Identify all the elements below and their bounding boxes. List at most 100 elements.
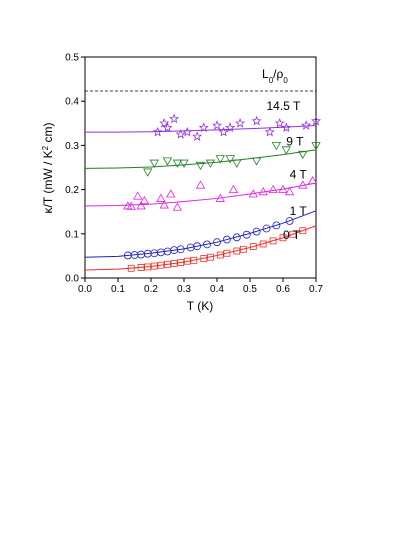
marker: [298, 180, 308, 189]
marker: [211, 120, 223, 130]
series-label: 9 T: [286, 134, 304, 148]
marker: [218, 126, 229, 137]
y-tick-label: 0.3: [65, 141, 79, 152]
marker: [162, 122, 173, 133]
marker: [133, 191, 143, 200]
marker: [136, 201, 146, 210]
y-label-part: cm): [41, 123, 55, 146]
marker: [232, 233, 241, 242]
marker: [200, 255, 208, 262]
x-tick-label: 0.6: [276, 284, 290, 295]
marker: [137, 263, 145, 271]
marker: [126, 201, 136, 210]
x-tick-label: 0.2: [144, 284, 158, 295]
marker: [175, 129, 186, 139]
marker: [190, 256, 198, 264]
marker: [193, 242, 202, 251]
marker: [308, 175, 318, 185]
y-label-part: κ/T (mW / K: [41, 150, 55, 213]
marker: [281, 146, 291, 155]
marker: [251, 157, 262, 166]
y-axis-label: κ/T (mW / K2 cm): [41, 123, 56, 214]
marker: [198, 122, 209, 133]
marker: [166, 189, 176, 198]
marker: [144, 263, 152, 271]
y-tick-label: 0.5: [65, 53, 79, 64]
marker: [271, 141, 282, 151]
y-tick-label: 0.2: [65, 185, 79, 196]
marker: [284, 187, 295, 196]
marker: [195, 180, 206, 189]
series-label: 0 T: [283, 228, 301, 242]
marker: [143, 168, 153, 177]
marker: [228, 184, 239, 194]
marker: [159, 200, 169, 209]
marker: [164, 260, 171, 268]
marker: [274, 117, 285, 128]
marker: [248, 189, 258, 198]
reference-label-part: /ρ: [273, 67, 283, 81]
marker: [269, 237, 277, 245]
marker: [172, 159, 183, 168]
marker: [239, 245, 247, 253]
marker: [310, 115, 322, 126]
marker: [272, 221, 281, 230]
marker: [206, 253, 214, 261]
x-tick-label: 0.7: [309, 284, 323, 295]
x-tick-label: 0.1: [111, 284, 125, 295]
marker: [222, 235, 231, 244]
marker: [176, 245, 185, 254]
marker: [149, 159, 159, 168]
x-tick-label: 0.4: [210, 284, 224, 295]
marker: [169, 113, 180, 124]
marker: [152, 126, 163, 137]
marker: [182, 126, 193, 137]
marker: [311, 141, 321, 151]
marker: [264, 126, 275, 137]
series-label: 1 T: [290, 204, 308, 218]
marker: [127, 264, 135, 272]
marker: [251, 115, 262, 126]
marker: [233, 247, 241, 255]
marker: [215, 155, 225, 164]
marker: [205, 159, 216, 168]
marker: [203, 240, 212, 249]
marker: [159, 117, 170, 128]
fit-line: [85, 125, 317, 133]
fit-line: [84, 149, 317, 169]
marker: [177, 259, 185, 266]
marker: [279, 234, 287, 242]
marker: [172, 202, 183, 211]
y-tick-label: 0.1: [65, 229, 79, 240]
marker: [278, 184, 288, 194]
marker: [232, 159, 242, 168]
marker: [216, 251, 224, 259]
marker: [183, 257, 191, 265]
marker: [179, 159, 189, 168]
marker: [213, 238, 221, 247]
marker: [285, 217, 294, 225]
marker: [215, 193, 225, 202]
plot-frame: [84, 56, 317, 279]
marker: [192, 131, 203, 141]
y-tick-label: 0.0: [65, 274, 79, 285]
x-tick-label: 0.0: [78, 284, 92, 295]
series-label: 4 T: [290, 168, 308, 182]
reference-label-part: L: [262, 67, 269, 81]
marker: [299, 227, 307, 235]
series-label: 14.5 T: [267, 99, 301, 113]
reference-label-part: 0: [269, 76, 274, 85]
x-tick-label: 0.3: [177, 284, 191, 295]
y-label-part: 2: [41, 145, 50, 150]
marker: [301, 120, 312, 130]
marker: [252, 227, 261, 236]
marker: [235, 117, 246, 128]
marker: [258, 187, 268, 196]
marker: [170, 260, 178, 267]
marker: [162, 157, 173, 166]
fit-line: [84, 210, 317, 258]
marker: [242, 230, 251, 239]
marker: [225, 155, 235, 164]
marker: [268, 184, 278, 194]
